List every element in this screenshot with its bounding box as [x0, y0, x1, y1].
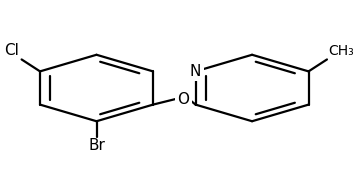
- Text: CH₃: CH₃: [329, 44, 354, 58]
- Text: N: N: [190, 64, 201, 79]
- Text: Br: Br: [88, 138, 105, 153]
- Text: Cl: Cl: [4, 43, 19, 58]
- Text: O: O: [177, 92, 189, 107]
